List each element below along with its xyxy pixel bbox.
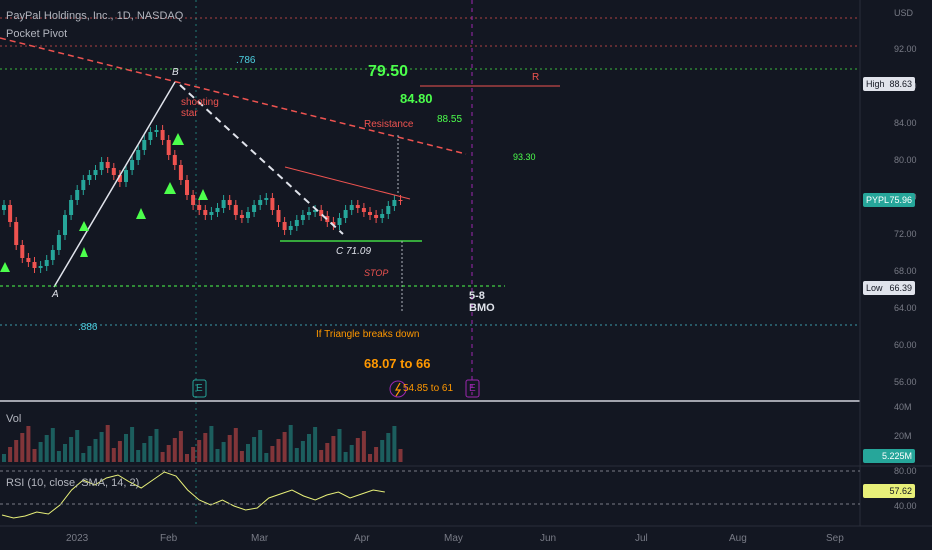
time-axis-label: Feb [160,533,178,544]
volume-tag: 5.225M [863,449,915,463]
point-b-label: B [172,67,179,78]
target-range-label: 68.07 to 66 [364,356,431,371]
price-axis-label: 64.00 [894,303,917,313]
earnings-icon-upcoming[interactable]: E [469,383,476,394]
shooting-star-label: shooting star [181,97,219,119]
point-c-label: C 71.09 [336,246,372,257]
time-axis-label: 2023 [66,533,89,544]
time-axis-label: Aug [729,533,747,544]
high-price-tag: High 88.63 [863,77,915,91]
rsi-axis-80: 80.00 [894,466,917,476]
target-93-label: 93.30 [513,152,536,162]
time-axis-label: Mar [251,533,269,544]
downtrend-line[interactable] [0,37,467,155]
triangle-top-line[interactable] [284,166,411,200]
price-axis-label: 84.00 [894,118,917,128]
price-axis-label: 72.00 [894,229,917,239]
earnings-icon-past[interactable]: E [196,383,203,394]
price-axis-label: 60.00 [894,340,917,350]
chart-title: PayPal Holdings, Inc., 1D, NASDAQ [6,10,184,22]
volume-pane-label[interactable]: Vol [6,413,22,425]
time-axis-label: Jul [635,533,648,544]
point-a-label: A [52,289,59,300]
rsi-tag: 57.62 [863,484,915,498]
time-axis-label: Sep [826,533,844,544]
wave-ab-line[interactable] [53,81,176,288]
target-84-label: 84.80 [400,91,433,106]
wave-bc-line[interactable] [179,84,344,235]
price-axis-label: 68.00 [894,266,917,276]
stop-label: STOP [364,268,389,278]
currency-label: USD [894,8,914,18]
pocket-pivot-markers [0,133,208,272]
indicator-label[interactable]: Pocket Pivot [6,28,68,40]
secondary-range-label: 54.85 to 61 [403,383,454,394]
price-axis-label: 80.00 [894,155,917,165]
time-axis-label: Apr [354,533,370,544]
time-axis-label: Jun [540,533,557,544]
price-axis-label: 92.00 [894,44,917,54]
resistance-label: Resistance [364,119,414,130]
rsi-pane-label[interactable]: RSI (10, close, SMA, 14, 2) [6,477,140,489]
target-88-label: 88.55 [437,114,463,125]
bmo-label: 5-8 BMO [469,290,495,314]
time-axis-label: May [444,533,463,544]
r-label: R [532,72,540,83]
price-axis-label: 56.00 [894,377,917,387]
triangle-breakdown-label: If Triangle breaks down [316,329,420,340]
fib-786-label: .786 [236,55,256,66]
vol-axis-40m: 40M [894,402,912,412]
rsi-axis-40: 40.00 [894,501,917,511]
fib-886-label: .886 [78,322,98,333]
target-79-label: 79.50 [368,63,409,80]
last-price-tag: PYPL 75.96 [863,193,915,207]
low-price-tag: Low 66.39 [863,281,915,295]
vol-axis-20m: 20M [894,431,912,441]
